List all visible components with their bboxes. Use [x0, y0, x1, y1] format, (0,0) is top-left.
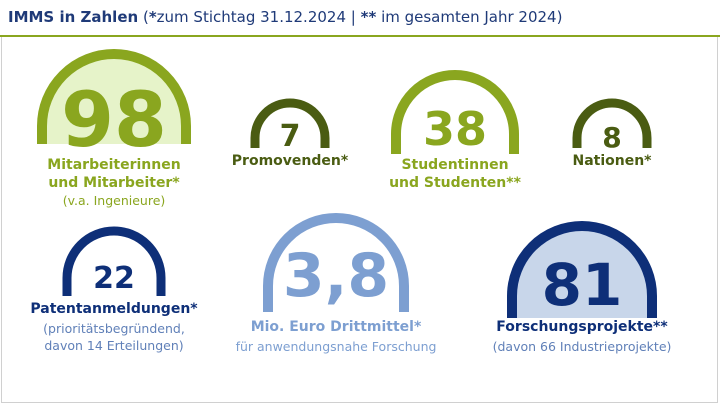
phd-label: Promovenden*	[231, 153, 349, 169]
funding-value: 3,8	[282, 241, 390, 311]
funding-arc	[263, 213, 409, 312]
nations-value: 8	[602, 121, 622, 154]
staff-label-line2: und Mitarbeiter*	[48, 175, 180, 191]
staff-value: 98	[61, 75, 167, 164]
header-note-dstar-mark: **	[360, 8, 377, 26]
funding-label: Mio. Euro Drittmittel*	[250, 319, 422, 335]
phd-arc	[250, 98, 330, 148]
staff-label-line1: Mitarbeiterinnen	[47, 157, 181, 173]
patents-label: Patentanmeldungen*	[30, 301, 198, 317]
header-text: IMMS in Zahlen (*zum Stichtag 31.12.2024…	[8, 8, 562, 26]
students-label: Studentinnen und Studenten**	[380, 156, 530, 192]
stat-students: 38	[390, 70, 520, 156]
students-value: 38	[422, 102, 487, 156]
patents-sublabel: (prioritätsbegründend, davon 14 Erteilun…	[24, 320, 204, 354]
stat-phd: 7	[250, 98, 330, 154]
projects-sublabel: (davon 66 Industrieprojekte)	[492, 339, 672, 354]
funding-sublabel: für anwendungsnahe Forschung	[235, 339, 437, 354]
projects-label: Forschungsprojekte**	[496, 319, 668, 335]
stat-projects: 81	[506, 220, 658, 320]
header-divider	[0, 35, 720, 37]
header-note-star-text: zum Stichtag 31.12.2024 |	[156, 8, 361, 26]
header-note-open: (	[138, 8, 149, 26]
patents-value: 22	[93, 261, 135, 296]
students-arc	[391, 70, 519, 154]
students-label-line2: und Studenten**	[389, 175, 521, 191]
patents-arc	[62, 226, 166, 296]
content-frame	[1, 37, 718, 403]
header: IMMS in Zahlen (*zum Stichtag 31.12.2024…	[0, 0, 720, 37]
phd-value: 7	[279, 119, 301, 154]
stat-patents: 22	[62, 226, 166, 298]
header-note-star-mark: *	[148, 8, 157, 26]
header-note-dstar-text: im gesamten Jahr 2024)	[376, 8, 563, 26]
patents-sublabel-line1: (prioritätsbegründend,	[43, 321, 185, 336]
staff-arc	[37, 49, 191, 144]
stat-staff: 98	[36, 44, 192, 164]
projects-arc	[507, 221, 657, 318]
patents-sublabel-line2: davon 14 Erteilungen)	[44, 338, 184, 353]
nations-label: Nationen*	[572, 153, 652, 169]
header-title: IMMS in Zahlen	[8, 8, 139, 26]
staff-sublabel: (v.a. Ingenieure)	[62, 193, 166, 208]
students-label-line1: Studentinnen	[401, 157, 509, 173]
nations-arc	[572, 98, 652, 148]
projects-value: 81	[541, 251, 623, 319]
stat-funding: 3,8	[262, 210, 410, 314]
staff-label: Mitarbeiterinnen und Mitarbeiter*	[34, 156, 194, 192]
stat-nations: 8	[572, 98, 652, 154]
